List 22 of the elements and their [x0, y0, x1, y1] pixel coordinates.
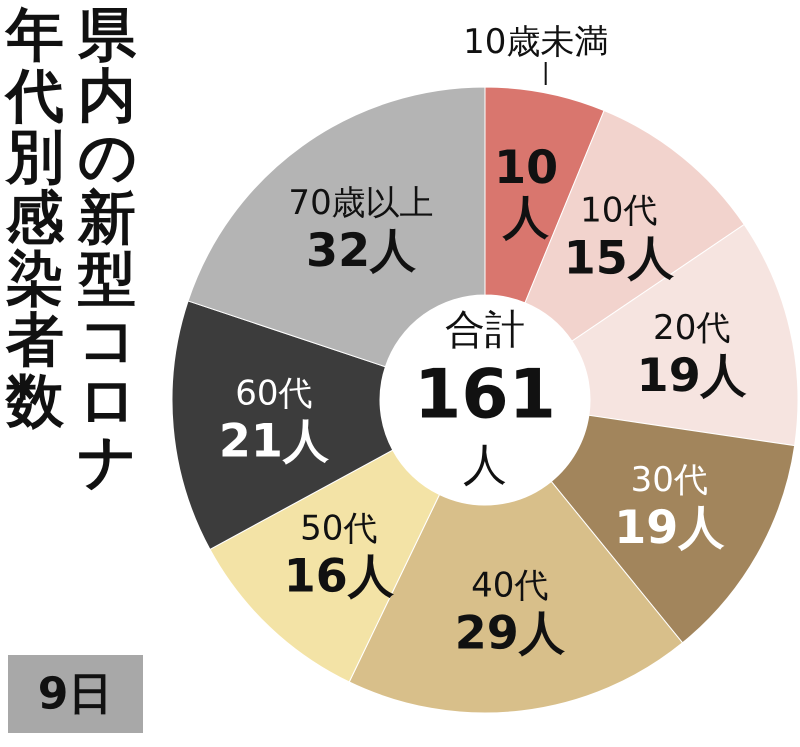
- slice-label: 50代: [300, 508, 378, 549]
- slice-label: 10代: [580, 190, 658, 231]
- data-label: 19人: [614, 500, 724, 554]
- slice-label: 60代: [235, 374, 312, 414]
- data-label: 16人: [284, 548, 394, 603]
- text: 161: [414, 356, 556, 434]
- data-label: 29人: [454, 606, 565, 660]
- data-label: 32人: [306, 223, 416, 278]
- text: 合計: [445, 307, 525, 353]
- data-label: 15人: [564, 230, 674, 285]
- data-label: 21人: [218, 414, 329, 468]
- data-label: 10人: [494, 140, 558, 244]
- slice-label: 10歳未満: [463, 22, 608, 62]
- text: 人: [463, 440, 507, 490]
- data-label: 19人: [636, 348, 747, 402]
- slice-label: 40代: [471, 566, 548, 606]
- text: 9日: [38, 668, 112, 720]
- slice-label: 20代: [653, 308, 730, 348]
- text: 年代別感染者数: [4, 0, 65, 434]
- slice-label: 70歳以上: [288, 183, 434, 224]
- slice-label: 30代: [630, 460, 708, 500]
- text: 県内の新型コロナ: [77, 0, 137, 496]
